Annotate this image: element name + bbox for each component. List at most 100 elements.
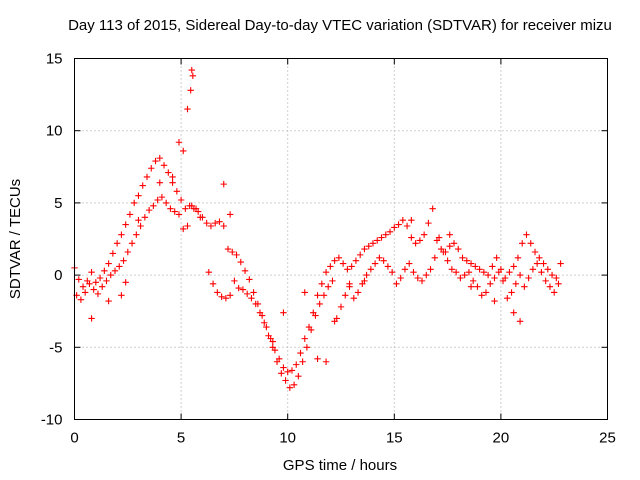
data-point: [107, 271, 114, 279]
data-point: [81, 289, 89, 296]
data-point: [329, 277, 336, 285]
data-point: [145, 206, 153, 214]
data-point: [237, 258, 244, 266]
axis-ticks: [74, 58, 608, 420]
data-point: [459, 254, 466, 261]
data-point: [316, 300, 323, 308]
data-point: [382, 231, 389, 238]
data-point: [158, 193, 166, 201]
data-point: [531, 248, 539, 256]
data-point: [416, 237, 424, 244]
data-point: [367, 266, 375, 273]
y-tick-label: 15: [46, 51, 63, 68]
data-point: [141, 214, 149, 221]
data-point: [448, 266, 456, 273]
data-point: [165, 169, 172, 176]
data-point: [440, 248, 447, 256]
data-point: [339, 260, 347, 267]
data-point: [446, 243, 453, 250]
data-point: [348, 263, 355, 270]
data-point: [273, 358, 281, 365]
data-point: [350, 295, 357, 302]
data-point: [239, 286, 247, 293]
data-point: [105, 260, 112, 267]
data-point: [325, 283, 332, 290]
data-point: [533, 260, 541, 267]
data-point: [175, 139, 183, 146]
data-point: [346, 280, 353, 287]
x-tick-labels: 0 5 10 15 20 25: [70, 430, 616, 447]
data-point: [252, 300, 259, 308]
data-point: [90, 286, 97, 293]
data-point: [444, 257, 451, 264]
data-point: [126, 211, 134, 218]
data-point: [331, 318, 338, 325]
data-point: [212, 219, 219, 227]
data-point: [314, 292, 321, 299]
data-point: [222, 295, 230, 302]
data-point: [160, 162, 168, 169]
data-point: [354, 289, 362, 296]
data-point: [467, 260, 475, 267]
data-point: [75, 276, 82, 283]
data-point: [246, 276, 253, 283]
data-point: [231, 277, 238, 285]
data-point: [293, 361, 300, 368]
data-point: [538, 269, 545, 276]
data-point: [192, 205, 200, 212]
data-point: [365, 243, 372, 250]
series-band-b: [73, 193, 562, 391]
data-point: [118, 231, 125, 238]
data-point: [135, 192, 142, 199]
data-point: [284, 368, 291, 376]
data-point: [480, 269, 488, 276]
chart-title: Day 113 of 2015, Sidereal Day-to-day VTE…: [68, 17, 612, 34]
data-point: [371, 260, 379, 267]
data-point: [476, 266, 483, 273]
plot-frame: [74, 58, 608, 420]
data-point: [167, 205, 174, 212]
data-point: [544, 266, 552, 273]
data-point: [412, 240, 419, 247]
data-point: [156, 179, 163, 186]
data-point: [521, 283, 528, 290]
data-point: [553, 274, 560, 282]
data-point: [301, 289, 308, 296]
x-tick-label: 15: [386, 430, 403, 447]
data-point: [374, 237, 381, 244]
data-point: [455, 245, 462, 253]
data-point: [139, 182, 146, 189]
series-band-a: [71, 154, 564, 376]
data-point: [224, 245, 232, 253]
data-point: [352, 257, 360, 264]
data-point: [214, 289, 221, 296]
data-point: [205, 269, 213, 276]
data-point: [331, 257, 338, 264]
data-point: [256, 309, 264, 316]
data-point: [203, 219, 210, 227]
data-point: [130, 199, 138, 207]
data-point: [218, 293, 225, 300]
data-point: [135, 217, 142, 224]
data-point: [548, 271, 556, 279]
series-outliers: [88, 66, 524, 365]
data-point: [393, 280, 400, 287]
data-point: [516, 318, 524, 325]
data-point: [118, 292, 125, 299]
data-point: [465, 269, 473, 276]
data-point: [148, 165, 155, 172]
data-point: [320, 292, 328, 299]
data-point: [286, 384, 294, 391]
data-point: [169, 179, 176, 186]
data-point: [111, 267, 119, 274]
x-tick-label: 25: [599, 430, 616, 447]
y-tick-label: 10: [46, 123, 63, 140]
data-point: [88, 315, 95, 322]
x-axis-title: GPS time / hours: [283, 457, 397, 474]
data-point: [280, 364, 287, 371]
data-point: [536, 254, 543, 261]
data-point: [425, 219, 432, 227]
data-point: [265, 332, 272, 339]
data-point: [516, 271, 524, 279]
data-point: [469, 277, 477, 285]
